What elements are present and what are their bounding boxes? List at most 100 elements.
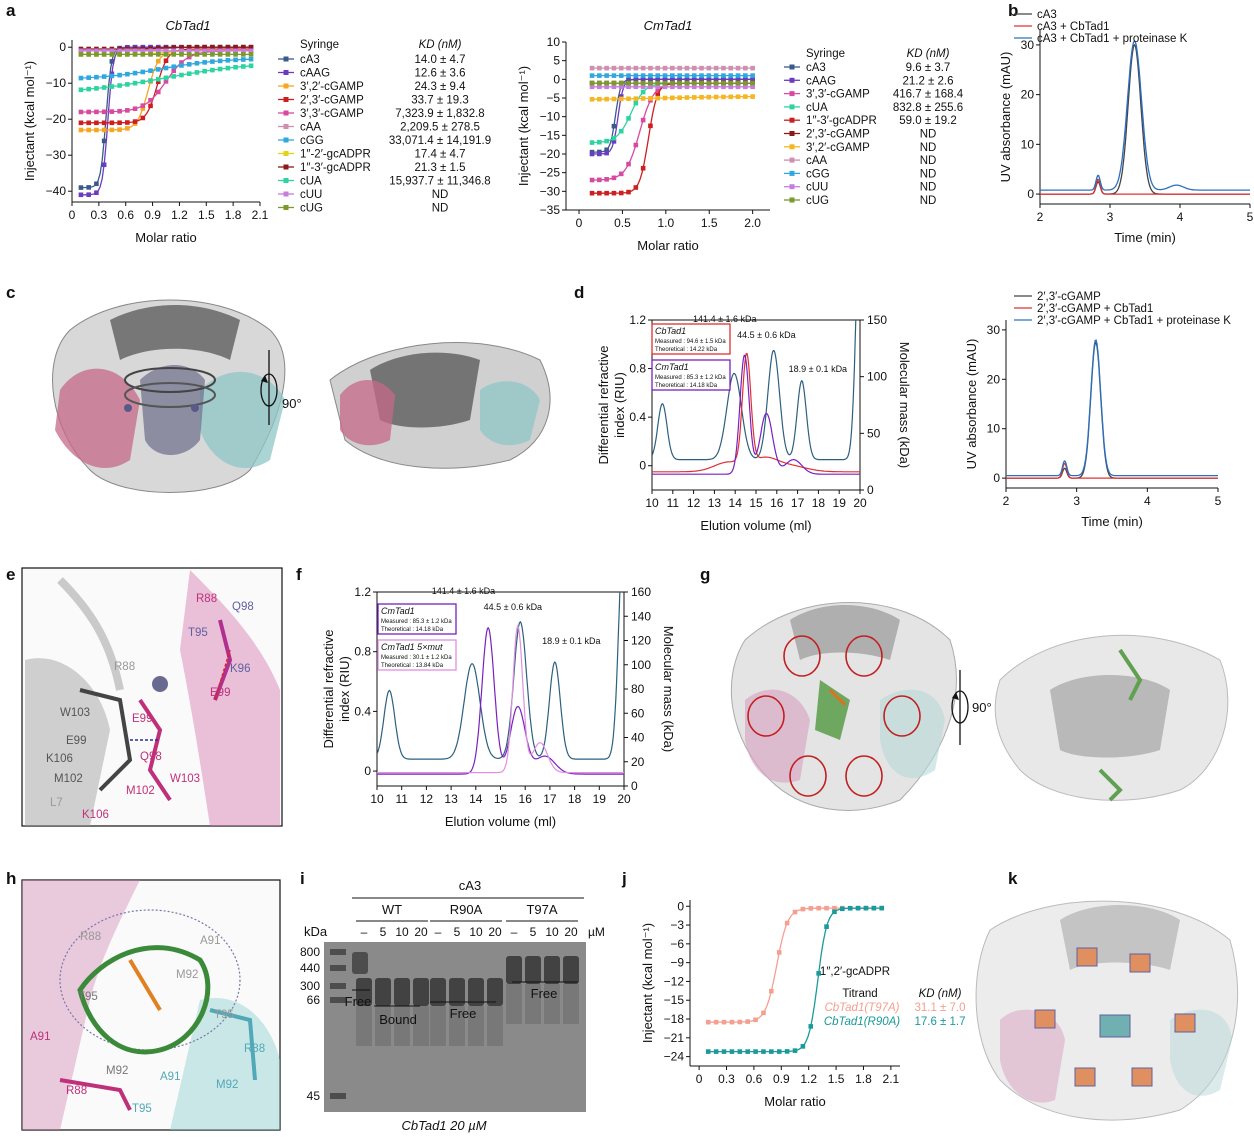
data-point	[626, 189, 631, 195]
panel-letter-i: i	[300, 869, 305, 888]
data-point	[248, 52, 254, 57]
data-point	[171, 52, 177, 57]
data-point	[611, 80, 617, 86]
data-point	[706, 84, 712, 90]
data-point	[140, 69, 146, 75]
series-line-2	[652, 354, 860, 475]
data-point	[626, 161, 631, 167]
data-point	[640, 65, 646, 71]
data-point	[728, 77, 734, 82]
x-tick-label: 0	[69, 208, 76, 222]
data-point	[633, 80, 639, 86]
data-point	[871, 905, 877, 911]
data-point	[101, 162, 107, 168]
data-point	[832, 905, 837, 911]
data-point	[109, 59, 115, 64]
data-point	[604, 84, 609, 90]
data-point	[589, 84, 595, 90]
panel-letter-f: f	[296, 565, 302, 584]
data-point	[101, 109, 107, 115]
data-point	[640, 165, 646, 171]
data-point	[101, 85, 107, 90]
data-point	[597, 80, 602, 86]
data-point	[132, 48, 138, 54]
data-point	[179, 63, 184, 68]
series-7	[589, 65, 755, 71]
data-point	[233, 57, 238, 63]
legend-swatch	[789, 144, 795, 150]
x-tick-label: 0.9	[144, 208, 161, 222]
legend-kd: 33,071.4 ± 14,191.9	[389, 135, 491, 147]
x-tick-label: 13	[708, 496, 722, 510]
legend-swatch	[789, 91, 795, 97]
mass-box-title: CmTad1 5×mut	[381, 642, 443, 652]
data-point	[202, 52, 207, 57]
panel-letter-b: b	[1008, 1, 1018, 20]
gel-band	[487, 978, 503, 1006]
y-tick-label: −3	[670, 918, 684, 932]
gel-smear	[394, 1006, 410, 1046]
y2-tick-label: 140	[631, 609, 651, 623]
data-point	[155, 48, 161, 54]
gel-lane-label: –	[361, 925, 368, 939]
gel-smear	[544, 984, 560, 1024]
data-point	[125, 120, 130, 125]
residue-label: A91	[200, 935, 220, 947]
data-point	[248, 44, 254, 50]
data-point	[86, 75, 91, 80]
series-10	[589, 80, 755, 86]
gel-caption: CbTad1 20 µM	[401, 1118, 486, 1133]
data-point	[171, 64, 177, 70]
residue-label: T95	[78, 991, 98, 1003]
gel-band	[394, 978, 410, 1006]
legend-kd: ND	[920, 155, 937, 167]
data-point	[633, 77, 639, 82]
data-point	[163, 48, 169, 54]
data-point	[640, 77, 646, 82]
data-point	[94, 190, 99, 196]
gel-marker-band	[330, 997, 346, 1003]
legend-kd: ND	[920, 195, 937, 207]
data-point	[155, 79, 161, 85]
data-point	[633, 100, 639, 106]
y-tick-label: 0.4	[354, 704, 371, 718]
residue-label: Q98	[140, 751, 162, 763]
data-point	[248, 63, 254, 69]
x-tick-label: 4	[1144, 494, 1151, 508]
data-point	[179, 72, 184, 78]
data-point	[86, 109, 91, 115]
data-point	[706, 73, 712, 78]
legend-swatch	[789, 131, 795, 136]
rotate-90-icon	[260, 350, 278, 425]
data-point	[148, 52, 153, 57]
legend-swatch	[789, 104, 795, 110]
data-point	[611, 190, 617, 196]
data-point	[171, 48, 177, 54]
data-point	[728, 80, 734, 86]
data-point	[217, 58, 223, 64]
series-9	[78, 63, 254, 93]
data-point	[117, 83, 122, 88]
data-point	[148, 68, 153, 73]
data-point	[750, 80, 755, 86]
series-1	[705, 905, 885, 1054]
y-tick-label: 5	[553, 54, 560, 68]
data-point	[729, 1019, 735, 1025]
data-point	[78, 87, 84, 93]
legend-name: cGG	[806, 168, 830, 180]
data-point	[879, 905, 885, 911]
data-point	[217, 44, 223, 50]
y-tick-label: −30	[46, 148, 67, 162]
data-point	[604, 73, 609, 78]
y-tick-label: 10	[987, 422, 1001, 436]
data-point	[713, 65, 719, 71]
y-axis-label: UV absorbance (mAU)	[964, 339, 979, 470]
data-point	[648, 77, 653, 82]
data-point	[241, 57, 246, 62]
x-tick-label: 1.8	[855, 1072, 872, 1086]
peak-annotation: 141.4 ± 1.6 kDa	[693, 314, 756, 324]
y-tick-label: 1.2	[629, 313, 646, 327]
data-point	[633, 73, 639, 78]
panel-letter-h: h	[6, 869, 16, 888]
y-axis-label: Injectant (kcal mol⁻¹)	[640, 923, 655, 1043]
